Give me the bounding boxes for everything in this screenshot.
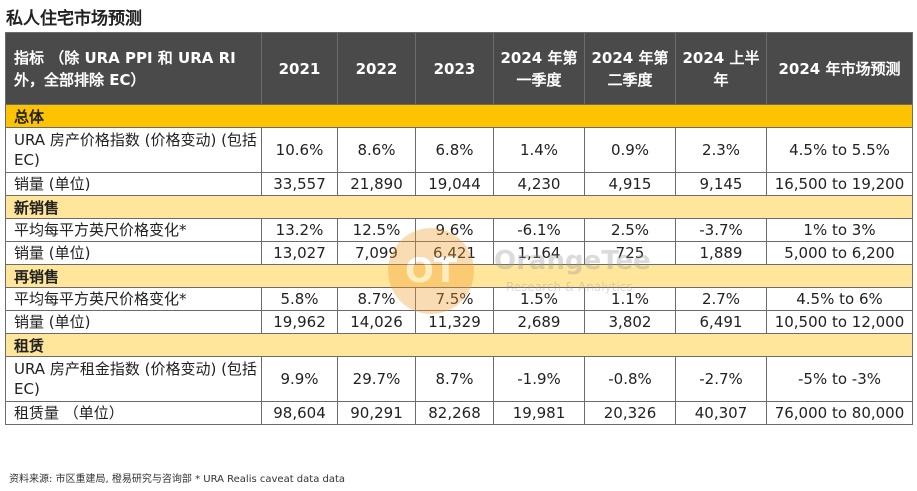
cell: 8.7%: [415, 356, 494, 402]
cell: 16,500 to 19,200: [766, 172, 913, 196]
cell: 19,981: [493, 401, 585, 425]
cell: 90,291: [337, 401, 416, 425]
header-row: 指标 （除 URA PPI 和 URA RI 外，全部排除 EC） 2021 2…: [5, 32, 913, 105]
table-row: 销量 (单位) 19,962 14,026 11,329 2,689 3,802…: [5, 310, 913, 334]
cell: 33,557: [261, 172, 338, 196]
cell: -6.1%: [493, 218, 585, 242]
cell: 6,421: [415, 241, 494, 265]
cell: 7.5%: [415, 287, 494, 311]
row-label: 平均每平方英尺价格变化*: [5, 218, 262, 242]
section-rental: 租赁: [5, 333, 913, 357]
cell: 1% to 3%: [766, 218, 913, 242]
table-row: URA 房产租金指数 (价格变动) (包括 EC) 9.9% 29.7% 8.7…: [5, 356, 913, 402]
cell: 11,329: [415, 310, 494, 334]
row-label: 销量 (单位): [5, 172, 262, 196]
cell: 4.5% to 6%: [766, 287, 913, 311]
cell: 82,268: [415, 401, 494, 425]
header-col-2024-forecast: 2024 年市场预测: [766, 32, 913, 105]
row-label: 销量 (单位): [5, 241, 262, 265]
header-col-2023: 2023: [415, 32, 494, 105]
cell: 1.4%: [493, 127, 585, 173]
cell: 19,044: [415, 172, 494, 196]
cell: -2.7%: [675, 356, 767, 402]
row-label: URA 房产租金指数 (价格变动) (包括 EC): [5, 356, 262, 402]
table-row: 租赁量 （单位） 98,604 90,291 82,268 19,981 20,…: [5, 401, 913, 425]
cell: -0.8%: [584, 356, 676, 402]
cell: 1,164: [493, 241, 585, 265]
cell: 4,230: [493, 172, 585, 196]
section-title: 再销售: [5, 264, 913, 288]
cell: 4,915: [584, 172, 676, 196]
footnote: 资料来源: 市区重建局, 橙易研究与咨询部 * URA Realis cavea…: [9, 474, 346, 485]
cell: 9,145: [675, 172, 767, 196]
table-row: 销量 (单位) 33,557 21,890 19,044 4,230 4,915…: [5, 172, 913, 196]
row-label: URA 房产价格指数 (价格变动) (包括 EC): [5, 127, 262, 173]
cell: 10.6%: [261, 127, 338, 173]
cell: 21,890: [337, 172, 416, 196]
cell: 3,802: [584, 310, 676, 334]
cell: 5.8%: [261, 287, 338, 311]
section-title: 新销售: [5, 195, 913, 219]
cell: 6,491: [675, 310, 767, 334]
cell: 8.6%: [337, 127, 416, 173]
cell: 29.7%: [337, 356, 416, 402]
header-col-2024-h1: 2024 上半年: [675, 32, 767, 105]
cell: 1,889: [675, 241, 767, 265]
section-title: 租赁: [5, 333, 913, 357]
cell: -1.9%: [493, 356, 585, 402]
header-col-2021: 2021: [261, 32, 338, 105]
cell: 14,026: [337, 310, 416, 334]
cell: 1.5%: [493, 287, 585, 311]
cell: 2.5%: [584, 218, 676, 242]
header-indicator: 指标 （除 URA PPI 和 URA RI 外，全部排除 EC）: [5, 32, 262, 105]
cell: 8.7%: [337, 287, 416, 311]
cell: 98,604: [261, 401, 338, 425]
cell: 5,000 to 6,200: [766, 241, 913, 265]
cell: 7,099: [337, 241, 416, 265]
cell: 76,000 to 80,000: [766, 401, 913, 425]
row-label: 平均每平方英尺价格变化*: [5, 287, 262, 311]
cell: 19,962: [261, 310, 338, 334]
page-title: 私人住宅市场预测: [6, 9, 142, 29]
table-row: 平均每平方英尺价格变化* 5.8% 8.7% 7.5% 1.5% 1.1% 2.…: [5, 287, 913, 311]
cell: 12.5%: [337, 218, 416, 242]
table-row: URA 房产价格指数 (价格变动) (包括 EC) 10.6% 8.6% 6.8…: [5, 127, 913, 173]
cell: -5% to -3%: [766, 356, 913, 402]
cell: 9.9%: [261, 356, 338, 402]
cell: 13,027: [261, 241, 338, 265]
section-title: 总体: [5, 104, 913, 128]
cell: 2,689: [493, 310, 585, 334]
row-label: 租赁量 （单位）: [5, 401, 262, 425]
cell: 0.9%: [584, 127, 676, 173]
header-col-2024-q1: 2024 年第一季度: [493, 32, 585, 105]
cell: 13.2%: [261, 218, 338, 242]
cell: 1.1%: [584, 287, 676, 311]
table-row: 销量 (单位) 13,027 7,099 6,421 1,164 725 1,8…: [5, 241, 913, 265]
cell: 20,326: [584, 401, 676, 425]
table-row: 平均每平方英尺价格变化* 13.2% 12.5% 9.6% -6.1% 2.5%…: [5, 218, 913, 242]
cell: 2.7%: [675, 287, 767, 311]
cell: 4.5% to 5.5%: [766, 127, 913, 173]
cell: 40,307: [675, 401, 767, 425]
header-col-2022: 2022: [337, 32, 416, 105]
section-overall: 总体: [5, 104, 913, 128]
cell: 10,500 to 12,000: [766, 310, 913, 334]
row-label: 销量 (单位): [5, 310, 262, 334]
section-new-sale: 新销售: [5, 195, 913, 219]
forecast-table: 指标 （除 URA PPI 和 URA RI 外，全部排除 EC） 2021 2…: [5, 32, 913, 425]
section-resale: 再销售: [5, 264, 913, 288]
cell: 9.6%: [415, 218, 494, 242]
cell: 725: [584, 241, 676, 265]
cell: 6.8%: [415, 127, 494, 173]
cell: -3.7%: [675, 218, 767, 242]
cell: 2.3%: [675, 127, 767, 173]
header-col-2024-q2: 2024 年第二季度: [584, 32, 676, 105]
